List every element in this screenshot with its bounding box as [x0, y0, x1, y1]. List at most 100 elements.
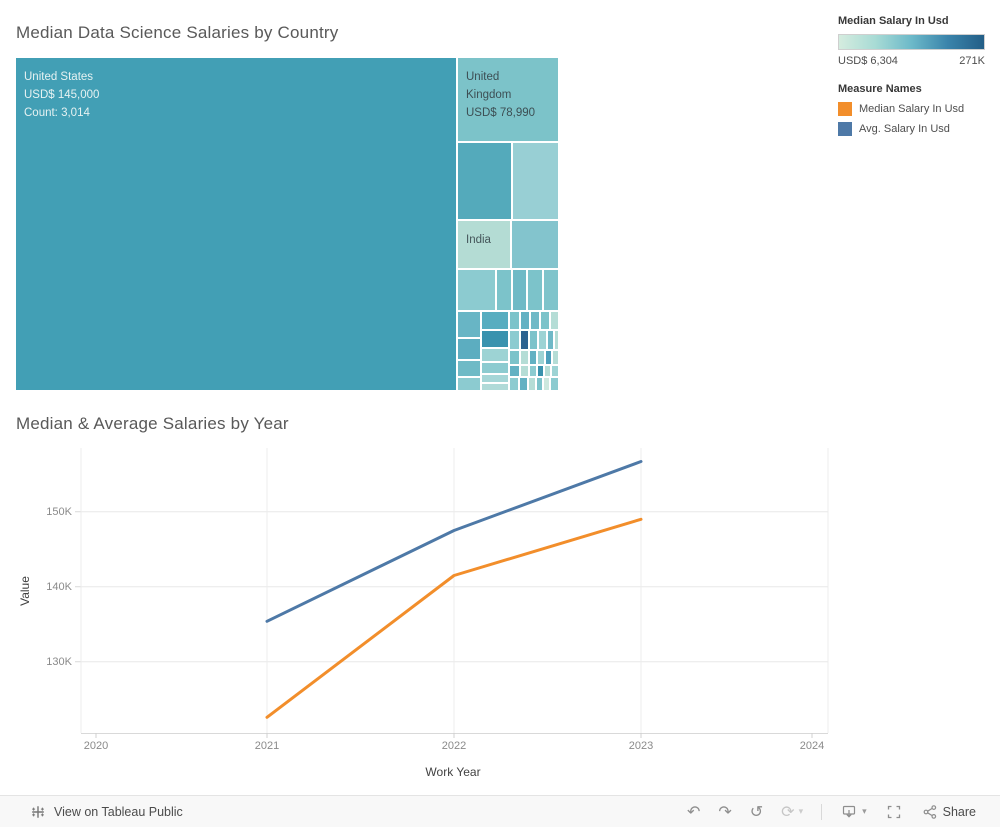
chevron-down-icon: ▾	[862, 806, 867, 816]
treemap-tile[interactable]	[513, 270, 526, 310]
treemap-title: Median Data Science Salaries by Country	[16, 23, 339, 42]
treemap-tile-united-kingdom[interactable]: United Kingdom USD$ 78,990	[458, 58, 558, 141]
treemap-tile[interactable]	[531, 312, 539, 329]
treemap-tile-label: United States	[24, 71, 94, 83]
treemap-tile[interactable]	[545, 366, 550, 376]
treemap-tile[interactable]	[482, 312, 508, 329]
legend-item-avg-salary[interactable]: Avg. Salary In Usd	[838, 121, 990, 136]
refresh-button[interactable]: ⟳ ▾	[781, 801, 804, 821]
legend-item-label: Avg. Salary In Usd	[859, 122, 950, 135]
view-on-tableau-public-label: View on Tableau Public	[54, 804, 183, 819]
treemap-tile[interactable]	[530, 351, 536, 364]
treemap-tile[interactable]	[482, 331, 508, 347]
share-button[interactable]: Share	[921, 803, 976, 821]
treemap-tile[interactable]	[512, 221, 558, 268]
treemap-tile-label: Kingdom	[466, 89, 512, 101]
treemap-tile[interactable]	[458, 143, 511, 219]
line-chart-title: Median & Average Salaries by Year	[16, 414, 289, 433]
treemap-tile[interactable]	[537, 378, 542, 390]
treemap-tile[interactable]	[458, 339, 480, 359]
treemap-tile[interactable]	[458, 312, 480, 337]
x-axis-ticks: 2020 2021 2022 2023 2024	[73, 740, 833, 754]
treemap-tile[interactable]	[510, 312, 519, 329]
y-axis-ticks: 130K 140K 150K	[38, 448, 72, 733]
treemap-tile[interactable]	[458, 361, 480, 376]
fullscreen-button[interactable]	[885, 803, 903, 821]
legend-item-median-salary[interactable]: Median Salary In Usd	[838, 101, 990, 116]
treemap-tile[interactable]	[458, 378, 480, 390]
x-tick-label: 2023	[628, 740, 654, 752]
treemap-tile[interactable]	[482, 384, 508, 390]
y-tick-label: 150K	[46, 505, 72, 518]
treemap-tile[interactable]	[530, 331, 537, 349]
treemap-tile[interactable]	[552, 366, 558, 376]
treemap-tile[interactable]	[510, 378, 518, 390]
color-gradient-bar[interactable]	[838, 34, 985, 50]
treemap-tile[interactable]	[538, 351, 544, 364]
y-tick-label: 130K	[46, 655, 72, 668]
redo-icon: ↷	[718, 801, 732, 821]
x-tick-label: 2020	[83, 740, 109, 752]
treemap-tile[interactable]	[482, 375, 508, 382]
treemap-tile[interactable]	[539, 331, 546, 349]
refresh-icon: ⟳	[781, 801, 795, 821]
treemap-tile-label: Count: 3,014	[24, 107, 90, 119]
color-legend-title: Median Salary In Usd	[838, 15, 949, 27]
x-tick-label: 2022	[441, 740, 467, 752]
treemap-tile[interactable]	[544, 270, 558, 310]
treemap-tile[interactable]	[510, 351, 519, 364]
treemap-tile[interactable]	[529, 378, 535, 390]
treemap-tile[interactable]	[521, 351, 528, 364]
series-line-avg-salary-in-usd[interactable]	[265, 460, 643, 623]
redo-button[interactable]: ↷	[718, 801, 732, 821]
gradient-max-label: 271K	[959, 55, 985, 67]
treemap-tile[interactable]	[538, 366, 543, 376]
treemap-tile[interactable]	[528, 270, 542, 310]
treemap-tile-label: India	[466, 234, 491, 246]
treemap-tile-label: USD$ 78,990	[466, 107, 536, 119]
treemap-tile[interactable]	[482, 349, 508, 361]
treemap-tile[interactable]	[510, 366, 519, 376]
color-gradient-labels: USD$ 6,304 271K	[838, 55, 985, 67]
treemap-tile[interactable]	[521, 331, 528, 349]
treemap-tile[interactable]	[458, 270, 495, 310]
treemap-tile[interactable]	[513, 143, 558, 219]
undo-button[interactable]: ↶	[687, 803, 700, 820]
line-chart-plot[interactable]	[73, 448, 833, 740]
treemap-tile[interactable]	[497, 270, 511, 310]
x-tick-label: 2021	[254, 740, 280, 752]
treemap-tile[interactable]	[551, 312, 558, 329]
treemap-tile[interactable]	[544, 378, 549, 390]
treemap-tile[interactable]	[510, 331, 519, 349]
toolbar-divider	[821, 803, 823, 820]
treemap-tile[interactable]	[546, 351, 551, 364]
treemap-tile-india[interactable]: India	[458, 221, 510, 268]
treemap-tile[interactable]	[541, 312, 549, 329]
treemap-tile[interactable]	[482, 363, 508, 373]
series-line-median-salary-in-usd[interactable]	[265, 517, 643, 719]
treemap[interactable]: United States USD$ 145,000 Count: 3,014 Uni…	[16, 58, 558, 390]
y-axis-title: Value	[18, 575, 32, 606]
x-tick-label: 2024	[799, 740, 825, 752]
treemap-tile[interactable]	[553, 351, 558, 364]
chevron-down-icon: ▾	[798, 806, 804, 816]
view-on-tableau-public-link[interactable]: View on Tableau Public	[0, 804, 183, 820]
median-salary-swatch	[838, 101, 852, 116]
download-button[interactable]: ▾	[840, 803, 867, 821]
legend-item-label: Median Salary In Usd	[859, 102, 965, 115]
share-label: Share	[942, 804, 976, 819]
fullscreen-icon	[887, 805, 900, 818]
treemap-tile-united-states[interactable]: United States USD$ 145,000 Count: 3,014	[16, 58, 456, 390]
treemap-tile[interactable]	[548, 331, 553, 349]
share-icon	[923, 804, 936, 819]
treemap-tile[interactable]	[521, 312, 529, 329]
treemap-tile[interactable]	[521, 366, 528, 376]
treemap-tile-label: United	[466, 71, 500, 83]
treemap-tile[interactable]	[520, 378, 527, 390]
revert-button[interactable]: ↺	[750, 803, 763, 820]
treemap-tile[interactable]	[551, 378, 558, 390]
treemap-tile-label: USD$ 145,000	[24, 89, 100, 101]
treemap-tile[interactable]	[530, 366, 536, 376]
treemap-tile[interactable]	[555, 331, 558, 349]
